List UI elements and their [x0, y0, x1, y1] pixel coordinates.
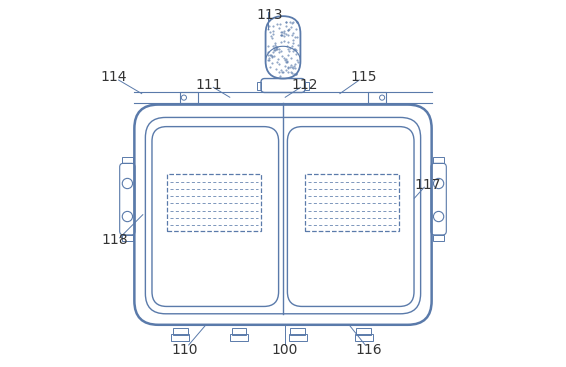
Text: 116: 116 [356, 343, 383, 357]
Bar [173, 328, 187, 335]
Bar [354, 334, 373, 341]
Bar [305, 82, 310, 90]
Text: 112: 112 [291, 78, 318, 92]
Text: 110: 110 [171, 343, 198, 357]
Text: 114: 114 [101, 70, 127, 84]
Bar [256, 82, 261, 90]
Bar [231, 328, 246, 335]
Bar [305, 174, 398, 231]
Bar [230, 334, 248, 341]
Bar [357, 328, 371, 335]
Bar [433, 157, 444, 163]
Text: 113: 113 [256, 8, 283, 22]
Bar [171, 334, 190, 341]
Bar [433, 235, 444, 241]
Text: 111: 111 [196, 78, 222, 92]
Bar [289, 334, 307, 341]
Bar [122, 235, 133, 241]
Bar [168, 174, 261, 231]
Bar [122, 157, 133, 163]
Bar [180, 92, 198, 103]
Text: 115: 115 [350, 70, 377, 84]
Text: 117: 117 [415, 178, 441, 192]
Text: 100: 100 [272, 343, 298, 357]
Bar [368, 92, 386, 103]
Bar [290, 328, 305, 335]
Text: 118: 118 [102, 233, 128, 247]
